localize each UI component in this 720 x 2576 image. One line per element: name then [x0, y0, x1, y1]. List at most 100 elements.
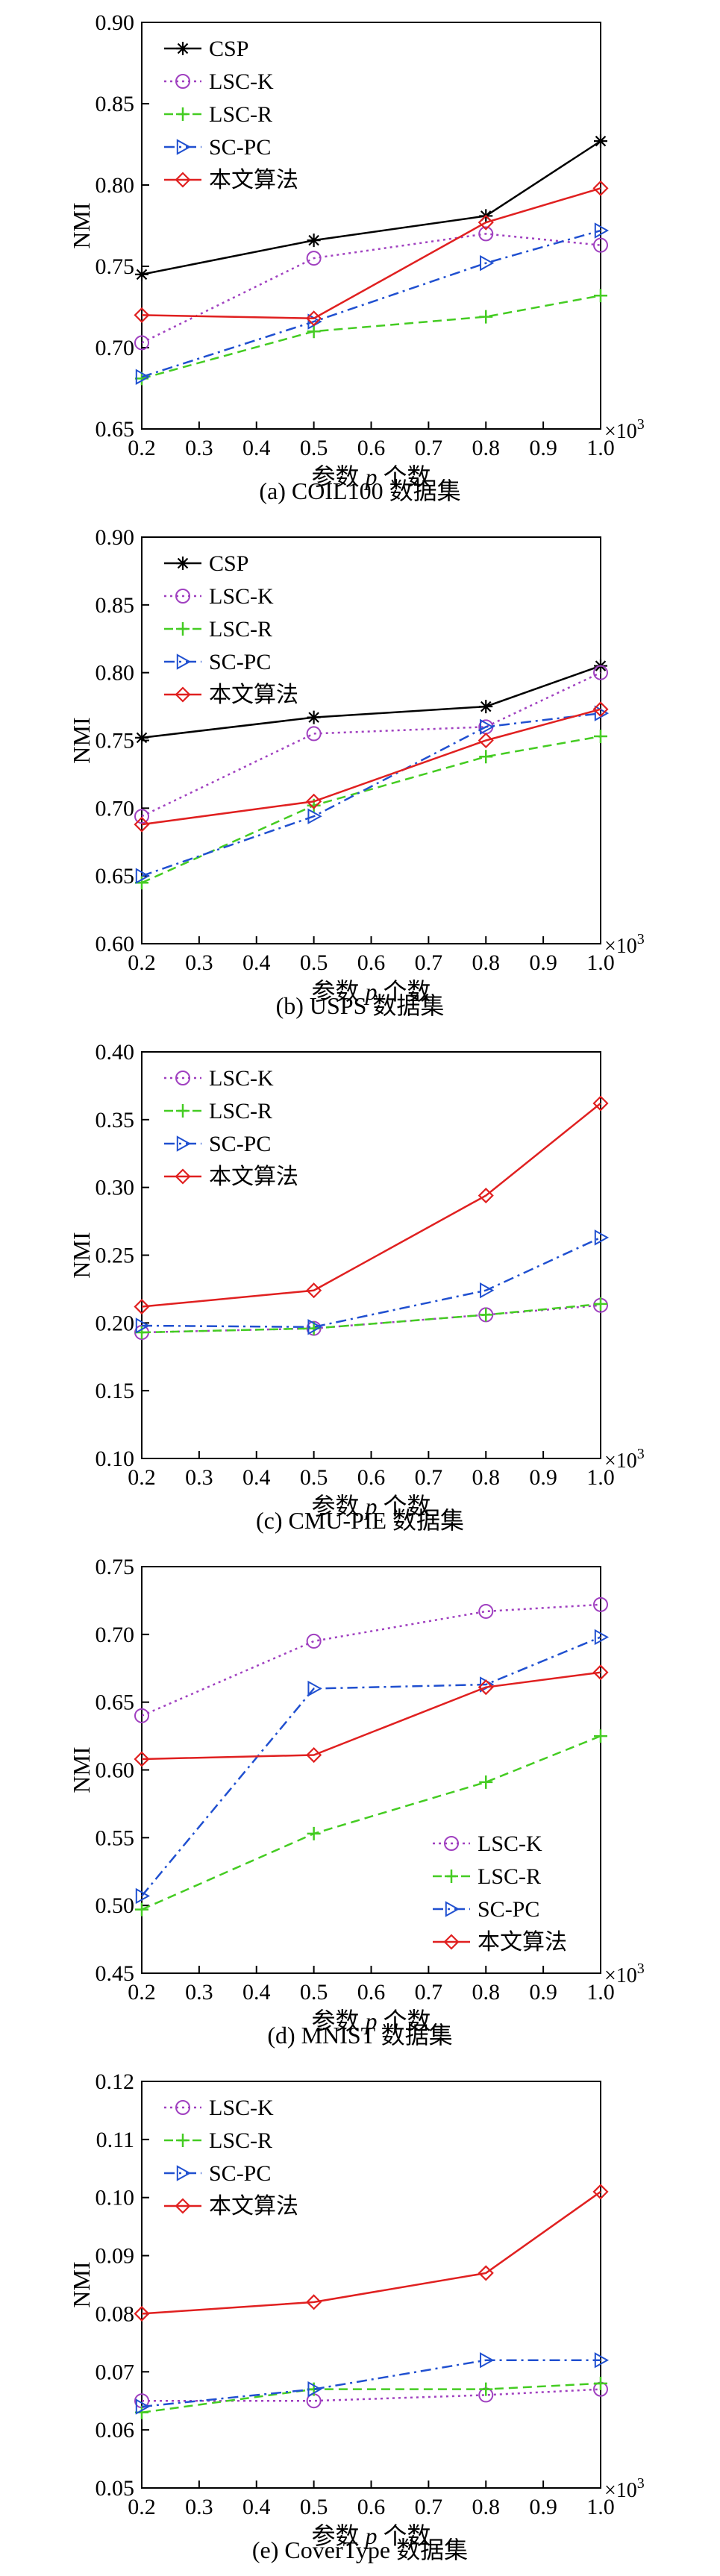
- series-line: [141, 233, 601, 344]
- data-point: [594, 1629, 610, 1646]
- series-group: [134, 2184, 609, 2322]
- legend-label: SC-PC: [209, 135, 271, 160]
- data-point: [134, 816, 150, 833]
- x-tick-label: 0.3: [185, 1465, 213, 1490]
- data-point: [594, 2352, 610, 2369]
- data-point: [135, 2398, 151, 2415]
- data-point: [135, 730, 148, 745]
- data-point: [134, 1751, 150, 1767]
- y-tick-label: 0.06: [96, 2418, 135, 2442]
- data-point: [306, 251, 322, 266]
- line-chart: 0.05 0.06 0.07 0.08 0.09 0.10 0.11 0.12 0.2 0.3 0.…: [68, 2069, 645, 2549]
- x-tick-label: 0.3: [185, 436, 213, 460]
- legend-label: LSC-R: [209, 617, 272, 642]
- data-point: [134, 307, 150, 323]
- x-tick-label: 0.6: [357, 1465, 386, 1490]
- series-line: [141, 187, 601, 320]
- x-axis-label: 参数 p 个数: [311, 1493, 431, 1520]
- data-point: [135, 1317, 151, 1334]
- legend-label: 本文算法: [478, 1930, 567, 1955]
- y-tick-label: 0.85: [96, 92, 135, 116]
- legend-marker: [443, 1934, 460, 1950]
- data-point: [478, 1603, 494, 1619]
- series-line: [141, 1636, 601, 1897]
- x-tick-label: 0.6: [357, 2495, 386, 2519]
- series-line: [141, 1671, 601, 1761]
- legend-marker: [175, 686, 191, 703]
- data-point: [594, 705, 610, 721]
- x-tick-label: 0.2: [128, 1980, 156, 2005]
- x-tick-label: 0.7: [415, 436, 443, 460]
- data-point: [307, 234, 321, 248]
- x-tick-label: 0.8: [472, 436, 501, 460]
- data-point: [306, 793, 322, 809]
- y-tick-label: 0.11: [96, 2128, 134, 2152]
- series-line: [141, 735, 601, 884]
- x-multiplier-label: ×103: [604, 416, 645, 443]
- data-point: [593, 665, 608, 680]
- x-tick-label: 0.9: [529, 2495, 557, 2519]
- y-tick-label: 0.75: [96, 1555, 135, 1579]
- x-tick-label: 0.8: [472, 1980, 501, 2005]
- data-point: [480, 718, 495, 736]
- series-group: [135, 2376, 607, 2419]
- series-group: [135, 289, 607, 386]
- data-point: [479, 700, 493, 714]
- y-tick-label: 0.30: [96, 1176, 135, 1200]
- x-tick-label: 1.0: [586, 1465, 615, 1490]
- legend-item: LSC-R: [164, 2128, 272, 2153]
- data-point: [594, 2376, 607, 2390]
- y-tick-label: 0.50: [96, 1893, 135, 1918]
- legend-item: SC-PC: [164, 2161, 271, 2186]
- x-tick-label: 0.4: [242, 1465, 271, 1490]
- x-tick-label: 0.2: [128, 436, 156, 460]
- data-point: [134, 1708, 149, 1723]
- legend-marker: [175, 1071, 190, 1085]
- legend-marker: [175, 172, 191, 188]
- legend-item: 本文算法: [164, 1165, 298, 1189]
- data-point: [479, 2382, 493, 2396]
- data-point: [134, 1298, 150, 1315]
- y-tick-label: 0.07: [96, 2360, 135, 2384]
- x-multiplier-label: ×103: [604, 1961, 645, 1987]
- legend-label: SC-PC: [478, 1897, 539, 1922]
- legend-marker: [176, 1135, 192, 1152]
- data-point: [479, 750, 493, 764]
- data-point: [594, 289, 607, 303]
- x-tick-label: 0.3: [185, 1980, 213, 2005]
- y-tick-label: 0.60: [96, 1758, 135, 1783]
- data-point: [307, 325, 321, 339]
- data-point: [592, 1095, 609, 1112]
- legend-item: LSC-K: [164, 69, 274, 94]
- data-point: [135, 868, 151, 884]
- y-tick-label: 0.75: [96, 729, 135, 753]
- series-group: [135, 1629, 610, 1905]
- x-tick-label: 0.6: [357, 436, 386, 460]
- x-tick-label: 0.5: [300, 2495, 328, 2519]
- data-point: [593, 1596, 608, 1612]
- y-axis-label: NMI: [68, 1232, 95, 1278]
- data-point: [134, 809, 149, 824]
- line-chart: 0.60 0.65 0.70 0.75 0.80 0.85 0.90 0.2 0.3 0.4 0.5…: [68, 525, 645, 1005]
- x-multiplier-label: ×103: [604, 1446, 645, 1473]
- y-axis-label: NMI: [68, 202, 95, 248]
- data-point: [306, 1282, 322, 1299]
- data-point: [594, 134, 607, 148]
- x-tick-label: 0.3: [185, 2495, 213, 2519]
- series-group: [135, 1729, 607, 1917]
- y-tick-label: 0.70: [96, 796, 135, 821]
- chart-caption: (c) CMU-PIE 数据集: [255, 1507, 465, 1534]
- legend-label: CSP: [209, 551, 248, 576]
- series-line: [141, 140, 601, 276]
- x-tick-label: 1.0: [586, 950, 615, 975]
- legend-marker: [175, 2100, 190, 2115]
- legend-label: LSC-K: [209, 584, 274, 609]
- data-point: [134, 2305, 150, 2322]
- y-tick-label: 0.45: [96, 1961, 135, 1986]
- x-tick-label: 0.5: [300, 950, 328, 975]
- data-point: [478, 214, 494, 231]
- series-line: [141, 1734, 601, 1911]
- data-point: [478, 732, 494, 749]
- data-point: [307, 1680, 322, 1697]
